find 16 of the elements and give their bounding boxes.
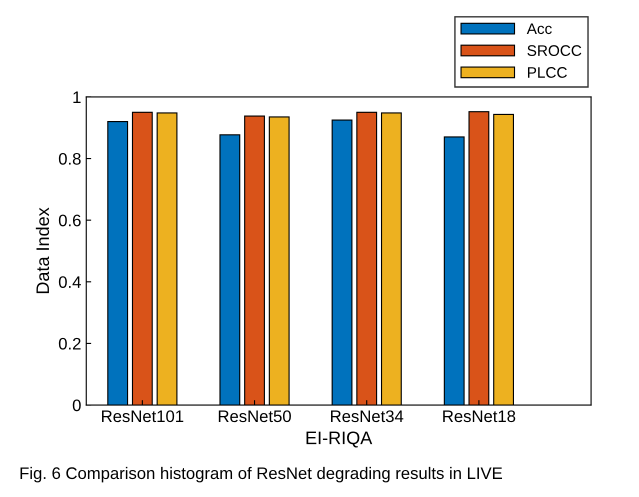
y-tick-label: 0.2 [58, 338, 81, 350]
x-tick-label: ResNet101 [102, 410, 184, 422]
legend-label: Acc [526, 23, 552, 34]
caption: Fig. 6 Comparison histogram of ResNet degrading results in LIVE [20, 466, 502, 482]
y-tick-label: 0.4 [58, 276, 81, 288]
y-tick-label: 0.6 [58, 214, 81, 226]
y-tick-label: 0 [72, 399, 81, 412]
x-tick-label: ResNet34 [331, 410, 404, 422]
legend-label: SROCC [527, 45, 582, 56]
y-tick-label: 1 [73, 91, 81, 103]
x-tick-label: ResNet18 [443, 410, 516, 422]
y-axis-title: Data Index [36, 208, 50, 294]
legend-label: PLCC [528, 67, 567, 78]
y-tick-label: 0.8 [58, 152, 81, 165]
x-axis-title: EI-RIQA [306, 431, 372, 448]
x-tick-label: ResNet50 [218, 410, 291, 422]
